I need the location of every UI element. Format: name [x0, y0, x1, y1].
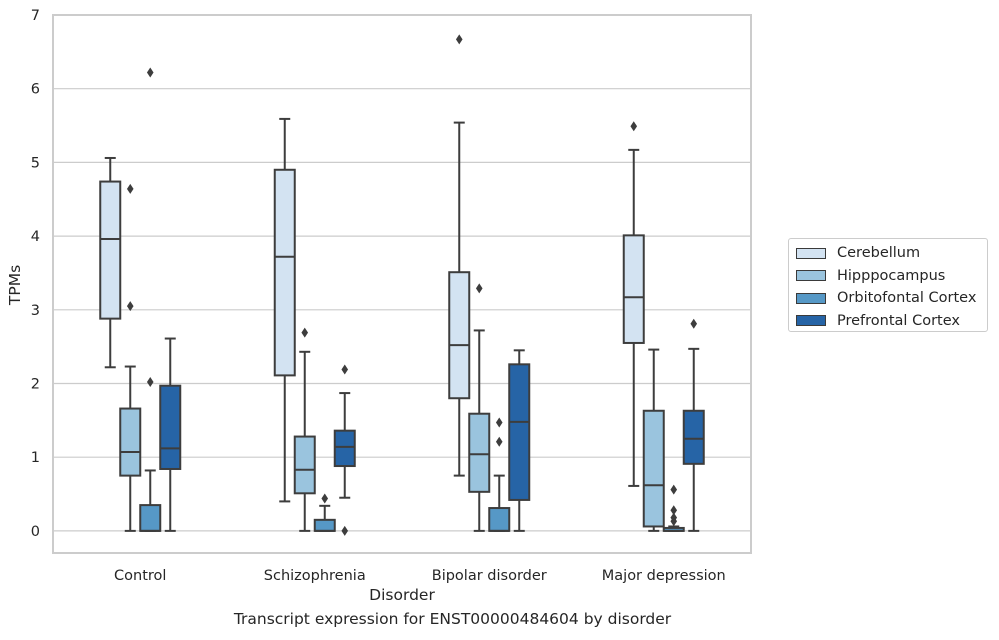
box-iqr: [682, 409, 705, 465]
legend-label: Prefrontal Cortex: [837, 312, 960, 329]
box-prefrontal-cortex: [333, 364, 356, 536]
box-hipppocampus: [293, 327, 316, 532]
y-tick-label: 7: [31, 8, 40, 24]
legend-item: Orbitofontal Cortex: [789, 287, 987, 310]
outlier-point: [670, 484, 678, 495]
box-iqr: [119, 407, 142, 477]
chart-legend: Cerebellum Hipppocampus Orbitofontal Corte…: [788, 238, 988, 332]
legend-item: Prefrontal Cortex: [789, 310, 987, 333]
outlier-point: [126, 301, 134, 312]
box-cerebellum: [99, 156, 122, 369]
y-axis-title: TPMs: [6, 265, 24, 306]
legend-swatch: [796, 292, 826, 304]
box-hipppocampus: [119, 183, 142, 532]
box-hipppocampus: [642, 348, 665, 532]
box-prefrontal-cortex: [159, 337, 182, 532]
legend-item: Hipppocampus: [789, 265, 987, 288]
box-cerebellum: [273, 117, 296, 503]
box-cerebellum: [622, 121, 645, 487]
legend-swatch: [796, 270, 826, 282]
x-tick-label: Bipolar disorder: [432, 568, 547, 584]
box-iqr: [139, 504, 162, 532]
outlier-point: [670, 505, 678, 516]
outlier-point: [321, 493, 329, 504]
box-iqr: [273, 168, 296, 377]
legend-label: Orbitofontal Cortex: [837, 290, 977, 307]
legend-label: Hipppocampus: [837, 267, 946, 284]
box-iqr: [508, 363, 531, 501]
y-tick-labels: 0 1 2 3 4 5 6 7: [31, 8, 40, 540]
box-iqr: [448, 271, 471, 400]
y-tick-label: 2: [31, 376, 40, 392]
box-iqr: [159, 384, 182, 470]
outlier-point: [146, 67, 154, 78]
box-iqr: [99, 180, 122, 320]
outlier-point: [146, 377, 154, 388]
x-tick-label: Schizophrenia: [264, 568, 366, 584]
box-orbitofontal-cortex: [662, 484, 685, 532]
box-iqr: [622, 234, 645, 344]
x-tick-label: Major depression: [602, 568, 726, 584]
legend-item: Cerebellum: [789, 242, 987, 265]
y-tick-label: 4: [31, 229, 40, 245]
outlier-point: [455, 34, 463, 45]
plot-frame: [52, 14, 752, 554]
box-orbitofontal-cortex: [139, 67, 162, 532]
box-iqr: [468, 412, 491, 493]
x-tick-label: Control: [114, 568, 166, 584]
box-cerebellum: [448, 34, 471, 477]
box-iqr: [488, 507, 511, 532]
legend-swatch: [796, 247, 826, 259]
outlier-point: [301, 327, 309, 338]
outlier-point: [126, 183, 134, 194]
outlier-point: [495, 417, 503, 428]
box-plot-marks: [99, 34, 705, 536]
outlier-point: [495, 436, 503, 447]
outlier-point: [690, 318, 698, 329]
legend-swatch: [796, 315, 826, 327]
box-prefrontal-cortex: [682, 318, 705, 532]
box-orbitofontal-cortex: [313, 493, 336, 532]
outlier-point: [630, 121, 638, 132]
y-tick-label: 3: [31, 303, 40, 319]
box-orbitofontal-cortex: [488, 417, 511, 532]
y-tick-label: 0: [31, 524, 40, 540]
box-iqr: [642, 409, 665, 528]
box-iqr: [293, 435, 316, 495]
box-hipppocampus: [468, 283, 491, 532]
box-iqr: [333, 429, 356, 468]
figure-caption: Transcript expression for ENST0000048460…: [233, 610, 672, 628]
x-tick-labels: Control Schizophrenia Bipolar disorder Majo…: [114, 568, 726, 584]
outlier-point: [475, 283, 483, 294]
outlier-point: [341, 364, 349, 375]
box-prefrontal-cortex: [508, 349, 531, 532]
outlier-point: [341, 525, 349, 536]
y-tick-label: 5: [31, 155, 40, 171]
x-axis-title: Disorder: [369, 586, 435, 604]
legend-label: Cerebellum: [837, 245, 921, 262]
box-iqr: [313, 518, 336, 532]
y-tick-label: 6: [31, 82, 40, 98]
outlier-point: [670, 512, 678, 523]
y-tick-label: 1: [31, 450, 40, 466]
